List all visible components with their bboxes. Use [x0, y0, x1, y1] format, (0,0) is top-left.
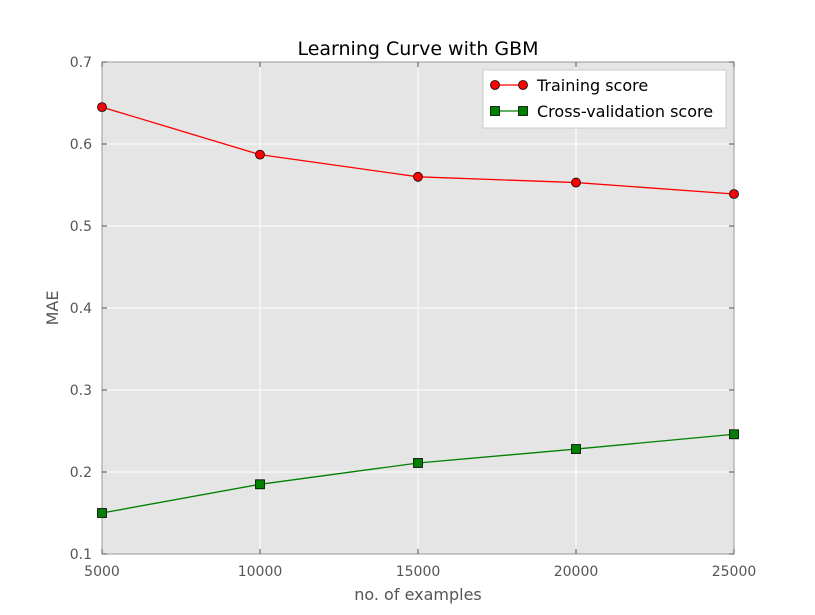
data-point: [571, 444, 581, 454]
x-tick-label: 15000: [396, 564, 441, 580]
y-tick-label: 0.2: [70, 465, 92, 481]
data-point: [413, 171, 423, 182]
series-0: [97, 102, 739, 199]
grid-lines: [101, 61, 735, 555]
plot-frame: [101, 61, 735, 555]
y-tick-label: 0.4: [70, 301, 92, 317]
legend-marker: [490, 106, 500, 116]
x-tick-label: 5000: [84, 564, 120, 580]
legend-marker: [490, 80, 500, 90]
y-axis-title: MAE: [43, 291, 62, 326]
legend-marker: [518, 80, 528, 90]
y-tick-labels: 0.1 0.2 0.3 0.4 0.5 0.6 0.7: [70, 55, 92, 563]
data-point: [571, 177, 581, 188]
data-point: [413, 458, 423, 468]
legend: Training score Cross-validation score: [482, 69, 727, 129]
y-tick-label: 0.3: [70, 383, 92, 399]
legend-marker: [518, 106, 528, 116]
y-tick-label: 0.7: [70, 55, 92, 71]
legend-label: Cross-validation score: [537, 102, 713, 121]
legend-label: Training score: [536, 76, 648, 95]
y-tick-label: 0.6: [70, 137, 92, 153]
x-axis-title: no. of examples: [354, 585, 482, 604]
x-tick-label: 20000: [554, 564, 599, 580]
chart-title: Learning Curve with GBM: [297, 38, 538, 60]
y-tick-label: 0.1: [70, 547, 92, 563]
y-tick-label: 0.5: [70, 219, 92, 235]
x-tick-label: 25000: [712, 564, 757, 580]
x-tick-labels: 5000 10000 15000 20000 25000: [84, 564, 756, 580]
legend-box: [482, 69, 727, 129]
data-point: [255, 149, 265, 160]
data-point: [255, 479, 265, 490]
data-series: [97, 61, 739, 555]
x-tick-label: 10000: [238, 564, 283, 580]
